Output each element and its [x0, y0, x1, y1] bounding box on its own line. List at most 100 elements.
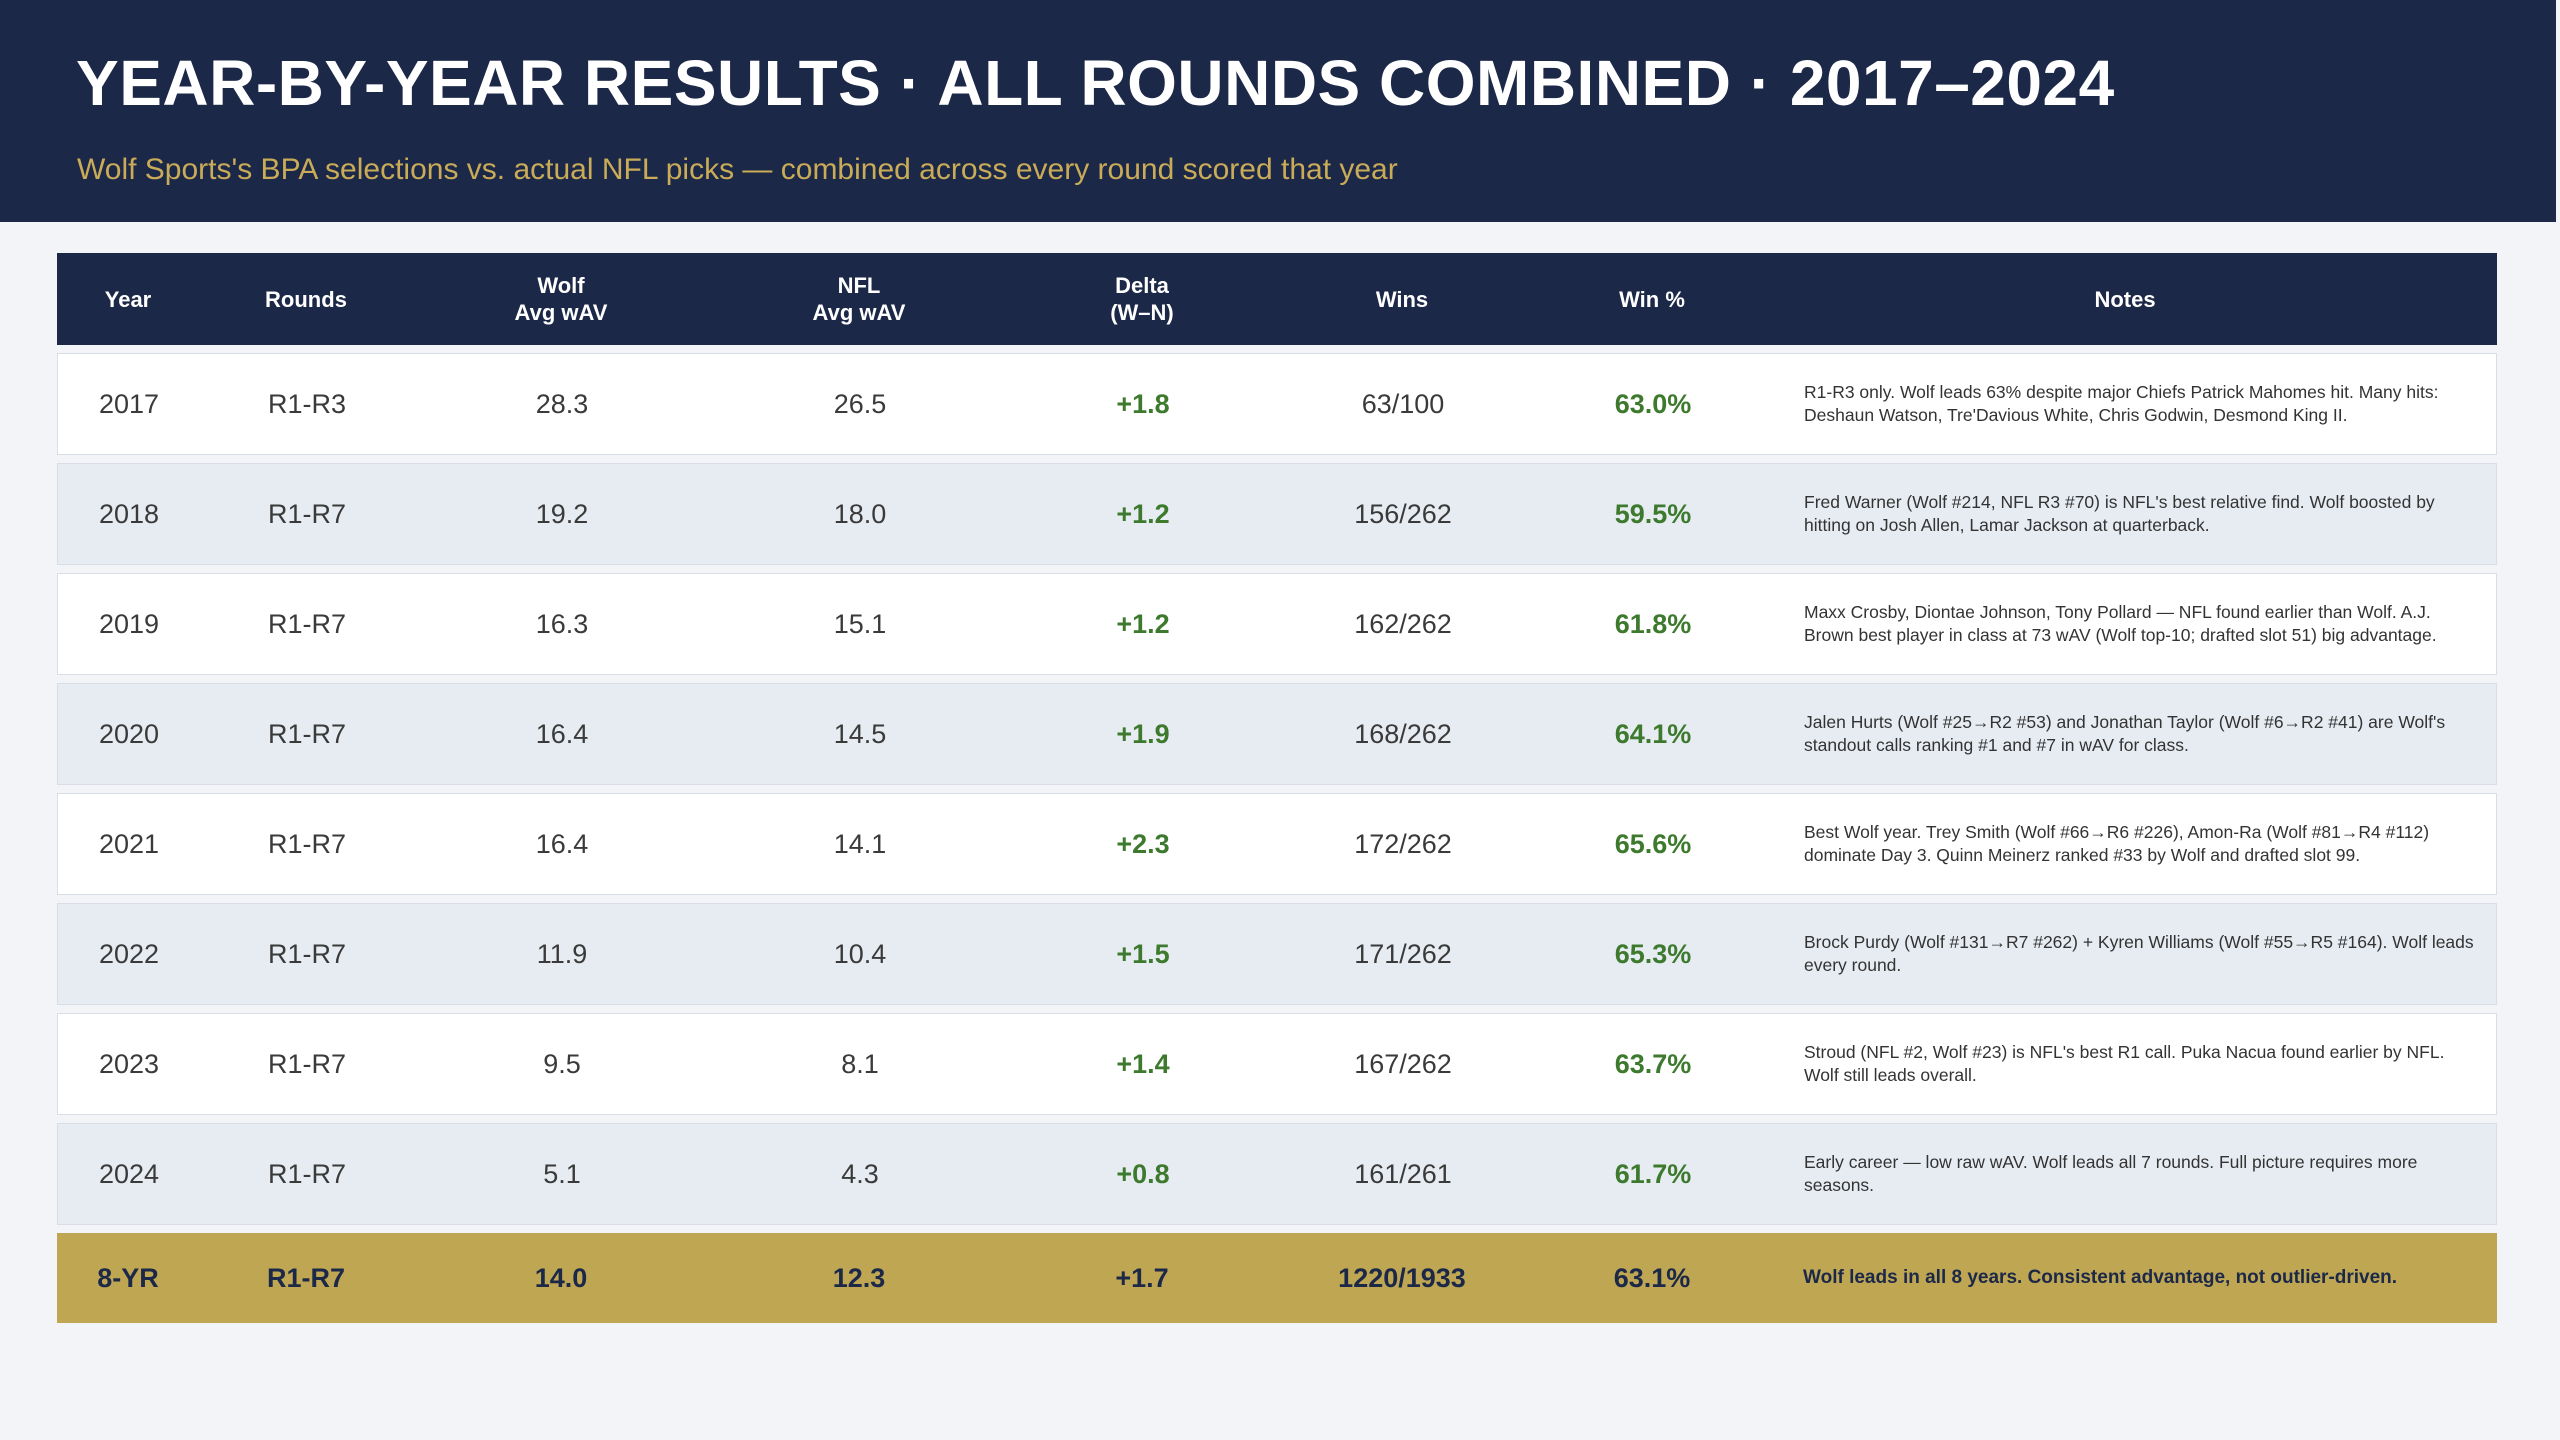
total-win-pct: 63.1% — [1613, 1262, 1691, 1293]
cell-rounds: R1-R7 — [267, 1048, 347, 1079]
cell-win-pct: 61.7% — [1614, 1158, 1692, 1189]
col-header-nfl-line2: Avg wAV — [812, 300, 906, 325]
header-banner: YEAR-BY-YEAR RESULTS · ALL ROUNDS COMBIN… — [0, 0, 2556, 222]
cell-wolf-avg: 19.2 — [535, 498, 589, 529]
col-header-wins: Wins — [1375, 286, 1429, 312]
cell-year: 2022 — [98, 938, 160, 969]
total-row: 8-YR R1-R7 14.0 12.3 +1.7 1220/1933 63.1… — [57, 1233, 2497, 1323]
cell-delta: +1.2 — [1116, 608, 1170, 639]
table-row: 2020 R1-R7 16.4 14.5 +1.9 168/262 64.1% … — [57, 683, 2497, 785]
cell-nfl-avg: 15.1 — [833, 608, 887, 639]
table-row: 2023 R1-R7 9.5 8.1 +1.4 167/262 63.7% St… — [57, 1013, 2497, 1115]
cell-rounds: R1-R7 — [267, 828, 347, 859]
page-title: YEAR-BY-YEAR RESULTS · ALL ROUNDS COMBIN… — [76, 47, 2115, 119]
cell-rounds: R1-R7 — [267, 498, 347, 529]
cell-win-pct: 61.8% — [1614, 608, 1692, 639]
cell-nfl-avg: 26.5 — [833, 388, 887, 419]
cell-win-pct: 59.5% — [1614, 498, 1692, 529]
cell-delta: +1.8 — [1116, 388, 1170, 419]
cell-delta: +1.2 — [1116, 498, 1170, 529]
cell-rounds: R1-R3 — [267, 388, 347, 419]
col-header-nfl-line1: NFL — [837, 273, 881, 298]
total-rounds: R1-R7 — [266, 1262, 346, 1293]
table-row: 2021 R1-R7 16.4 14.1 +2.3 172/262 65.6% … — [57, 793, 2497, 895]
total-nfl-avg: 12.3 — [832, 1262, 886, 1293]
total-wins: 1220/1933 — [1338, 1262, 1466, 1293]
cell-rounds: R1-R7 — [267, 608, 347, 639]
cell-delta: +1.4 — [1116, 1048, 1170, 1079]
cell-wolf-avg: 5.1 — [543, 1158, 581, 1189]
cell-wins: 161/261 — [1354, 1158, 1452, 1189]
col-header-wolf-line2: Avg wAV — [514, 300, 608, 325]
col-header-rounds: Rounds — [265, 286, 347, 312]
cell-delta: +2.3 — [1116, 828, 1170, 859]
cell-year: 2020 — [98, 718, 160, 749]
total-wolf-avg: 14.0 — [534, 1262, 588, 1293]
cell-delta: +1.5 — [1116, 938, 1170, 969]
cell-wins: 167/262 — [1354, 1048, 1452, 1079]
col-header-year: Year — [104, 286, 152, 312]
cell-year: 2024 — [98, 1158, 160, 1189]
cell-notes: Brock Purdy (Wolf #131→R7 #262) + Kyren … — [1804, 932, 2474, 975]
cell-year: 2021 — [98, 828, 160, 859]
cell-year: 2023 — [98, 1048, 160, 1079]
cell-delta: +0.8 — [1116, 1158, 1170, 1189]
cell-year: 2017 — [98, 388, 160, 419]
cell-nfl-avg: 14.1 — [833, 828, 887, 859]
cell-wolf-avg: 11.9 — [536, 938, 588, 969]
cell-nfl-avg: 10.4 — [833, 938, 887, 969]
cell-notes: Jalen Hurts (Wolf #25→R2 #53) and Jonath… — [1804, 712, 2446, 755]
col-header-delta: Delta (W–N) — [1009, 272, 1275, 326]
cell-win-pct: 63.7% — [1614, 1048, 1692, 1079]
cell-wins: 172/262 — [1354, 828, 1452, 859]
page-subtitle: Wolf Sports's BPA selections vs. actual … — [77, 153, 1398, 186]
table-header-row: Year Rounds Wolf Avg wAV NFL Avg wAV Delta… — [57, 253, 2497, 345]
col-header-nfl: NFL Avg wAV — [709, 272, 1009, 326]
col-header-delta-line2: (W–N) — [1110, 300, 1174, 325]
total-year: 8-YR — [97, 1262, 159, 1293]
cell-wins: 168/262 — [1354, 718, 1452, 749]
col-header-wolf: Wolf Avg wAV — [413, 272, 709, 326]
col-header-win-pct: Win % — [1619, 286, 1685, 312]
cell-nfl-avg: 18.0 — [833, 498, 887, 529]
table-row: 2017 R1-R3 28.3 26.5 +1.8 63/100 63.0% R… — [57, 353, 2497, 455]
cell-win-pct: 64.1% — [1614, 718, 1692, 749]
results-table: Year Rounds Wolf Avg wAV NFL Avg wAV Delta… — [57, 253, 2497, 1323]
total-delta: +1.7 — [1115, 1262, 1169, 1293]
cell-win-pct: 63.0% — [1614, 388, 1692, 419]
cell-rounds: R1-R7 — [267, 718, 347, 749]
total-notes: Wolf leads in all 8 years. Consistent ad… — [1803, 1267, 2398, 1288]
col-header-delta-line1: Delta — [1115, 273, 1169, 298]
cell-wins: 171/262 — [1354, 938, 1452, 969]
cell-wolf-avg: 16.3 — [535, 608, 589, 639]
cell-delta: +1.9 — [1116, 718, 1170, 749]
cell-wolf-avg: 28.3 — [535, 388, 589, 419]
cell-nfl-avg: 14.5 — [833, 718, 887, 749]
cell-notes: R1-R3 only. Wolf leads 63% despite major… — [1804, 382, 2439, 425]
cell-wolf-avg: 16.4 — [535, 718, 589, 749]
cell-notes: Fred Warner (Wolf #214, NFL R3 #70) is N… — [1804, 492, 2435, 535]
cell-win-pct: 65.6% — [1614, 828, 1692, 859]
table-row: 2022 R1-R7 11.9 10.4 +1.5 171/262 65.3% … — [57, 903, 2497, 1005]
cell-win-pct: 65.3% — [1614, 938, 1692, 969]
cell-nfl-avg: 4.3 — [841, 1158, 879, 1189]
table-row: 2019 R1-R7 16.3 15.1 +1.2 162/262 61.8% … — [57, 573, 2497, 675]
cell-wins: 162/262 — [1354, 608, 1452, 639]
cell-rounds: R1-R7 — [267, 1158, 347, 1189]
cell-wolf-avg: 9.5 — [543, 1048, 581, 1079]
cell-wins: 156/262 — [1354, 498, 1452, 529]
cell-wolf-avg: 16.4 — [535, 828, 589, 859]
cell-wins: 63/100 — [1361, 388, 1445, 419]
cell-notes: Early career — low raw wAV. Wolf leads a… — [1804, 1152, 2418, 1195]
cell-year: 2019 — [98, 608, 160, 639]
table-row: 2018 R1-R7 19.2 18.0 +1.2 156/262 59.5% … — [57, 463, 2497, 565]
cell-rounds: R1-R7 — [267, 938, 347, 969]
cell-notes: Maxx Crosby, Diontae Johnson, Tony Polla… — [1804, 602, 2437, 645]
cell-notes: Stroud (NFL #2, Wolf #23) is NFL's best … — [1804, 1042, 2445, 1085]
cell-year: 2018 — [98, 498, 160, 529]
table-row: 2024 R1-R7 5.1 4.3 +0.8 161/261 61.7% Ea… — [57, 1123, 2497, 1225]
cell-nfl-avg: 8.1 — [841, 1048, 879, 1079]
col-header-notes: Notes — [2094, 286, 2156, 312]
col-header-wolf-line1: Wolf — [537, 273, 585, 298]
cell-notes: Best Wolf year. Trey Smith (Wolf #66→R6 … — [1804, 822, 2430, 865]
